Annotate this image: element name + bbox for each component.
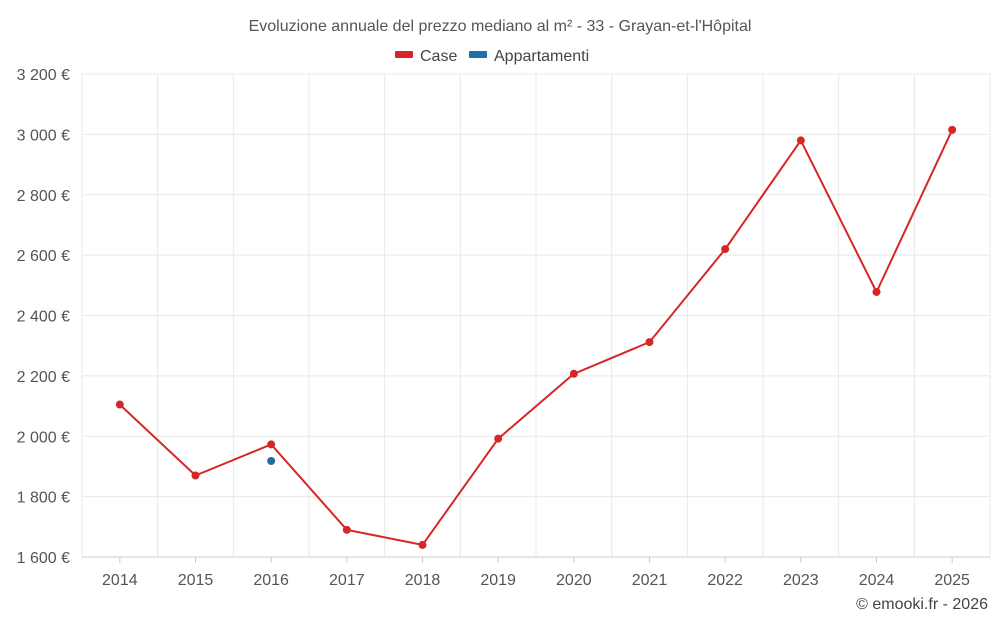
data-point-case-2018[interactable] bbox=[418, 540, 427, 549]
legend-label-case[interactable]: Case bbox=[420, 48, 457, 65]
legend-swatch-case[interactable] bbox=[395, 51, 413, 58]
y-tick-label: 1 800 € bbox=[17, 490, 70, 507]
y-tick-label: 2 400 € bbox=[17, 309, 70, 326]
grid bbox=[81, 73, 991, 558]
y-tick-label: 3 200 € bbox=[17, 67, 70, 84]
x-tick-label: 2020 bbox=[556, 572, 592, 589]
y-tick-label: 2 600 € bbox=[17, 248, 70, 265]
x-tick-label: 2017 bbox=[329, 572, 365, 589]
x-tick-label: 2018 bbox=[405, 572, 441, 589]
data-point-case-2014[interactable] bbox=[115, 400, 124, 409]
legend-label-appartamenti[interactable]: Appartamenti bbox=[494, 48, 589, 65]
legend-swatch-appartamenti[interactable] bbox=[469, 51, 487, 58]
data-point-case-2022[interactable] bbox=[721, 245, 730, 254]
x-tick-label: 2016 bbox=[253, 572, 289, 589]
y-axis-ticks: 1 600 € 1 800 € 2 000 € 2 200 € 2 400 € 2 600… bbox=[17, 67, 70, 567]
y-tick-label: 3 000 € bbox=[17, 127, 70, 144]
x-tick-label: 2023 bbox=[783, 572, 819, 589]
data-point-case-2015[interactable] bbox=[191, 471, 200, 480]
data-point-case-2023[interactable] bbox=[796, 136, 805, 145]
legend[interactable]: Case Appartamenti bbox=[395, 48, 589, 65]
credit-text: © emooki.fr - 2026 bbox=[856, 596, 988, 613]
data-point-case-2020[interactable] bbox=[569, 369, 578, 378]
x-tick-label: 2025 bbox=[934, 572, 970, 589]
x-axis-ticks: 2014 2015 2016 2017 2018 2019 2020 2021 2022 2023… bbox=[102, 557, 970, 589]
data-point-case-2017[interactable] bbox=[342, 525, 351, 534]
x-tick-label: 2024 bbox=[859, 572, 895, 589]
chart-title: Evoluzione annuale del prezzo mediano al… bbox=[249, 18, 752, 35]
x-tick-label: 2019 bbox=[480, 572, 516, 589]
series bbox=[115, 125, 957, 549]
x-tick-label: 2014 bbox=[102, 572, 138, 589]
x-tick-label: 2015 bbox=[178, 572, 214, 589]
data-point-appartamenti-2016[interactable] bbox=[267, 457, 276, 466]
y-tick-label: 2 800 € bbox=[17, 188, 70, 205]
series-line-case bbox=[119, 129, 954, 547]
data-point-case-2019[interactable] bbox=[494, 434, 503, 443]
y-tick-label: 2 200 € bbox=[17, 369, 70, 386]
y-tick-label: 1 600 € bbox=[17, 550, 70, 567]
data-point-case-2021[interactable] bbox=[645, 338, 654, 347]
x-tick-label: 2021 bbox=[632, 572, 668, 589]
y-tick-label: 2 000 € bbox=[17, 429, 70, 446]
x-tick-label: 2022 bbox=[707, 572, 743, 589]
data-point-case-2025[interactable] bbox=[948, 125, 957, 134]
data-point-case-2016[interactable] bbox=[267, 440, 276, 449]
data-point-case-2024[interactable] bbox=[872, 287, 881, 296]
